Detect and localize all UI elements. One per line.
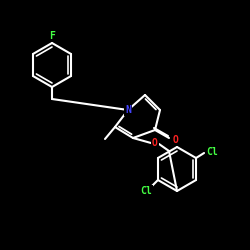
Text: N: N: [125, 105, 131, 115]
Text: Cl: Cl: [206, 147, 218, 157]
Text: O: O: [173, 135, 179, 145]
Text: N: N: [125, 105, 131, 115]
Text: O: O: [152, 138, 158, 148]
Text: Cl: Cl: [140, 186, 152, 196]
Text: F: F: [49, 31, 55, 41]
